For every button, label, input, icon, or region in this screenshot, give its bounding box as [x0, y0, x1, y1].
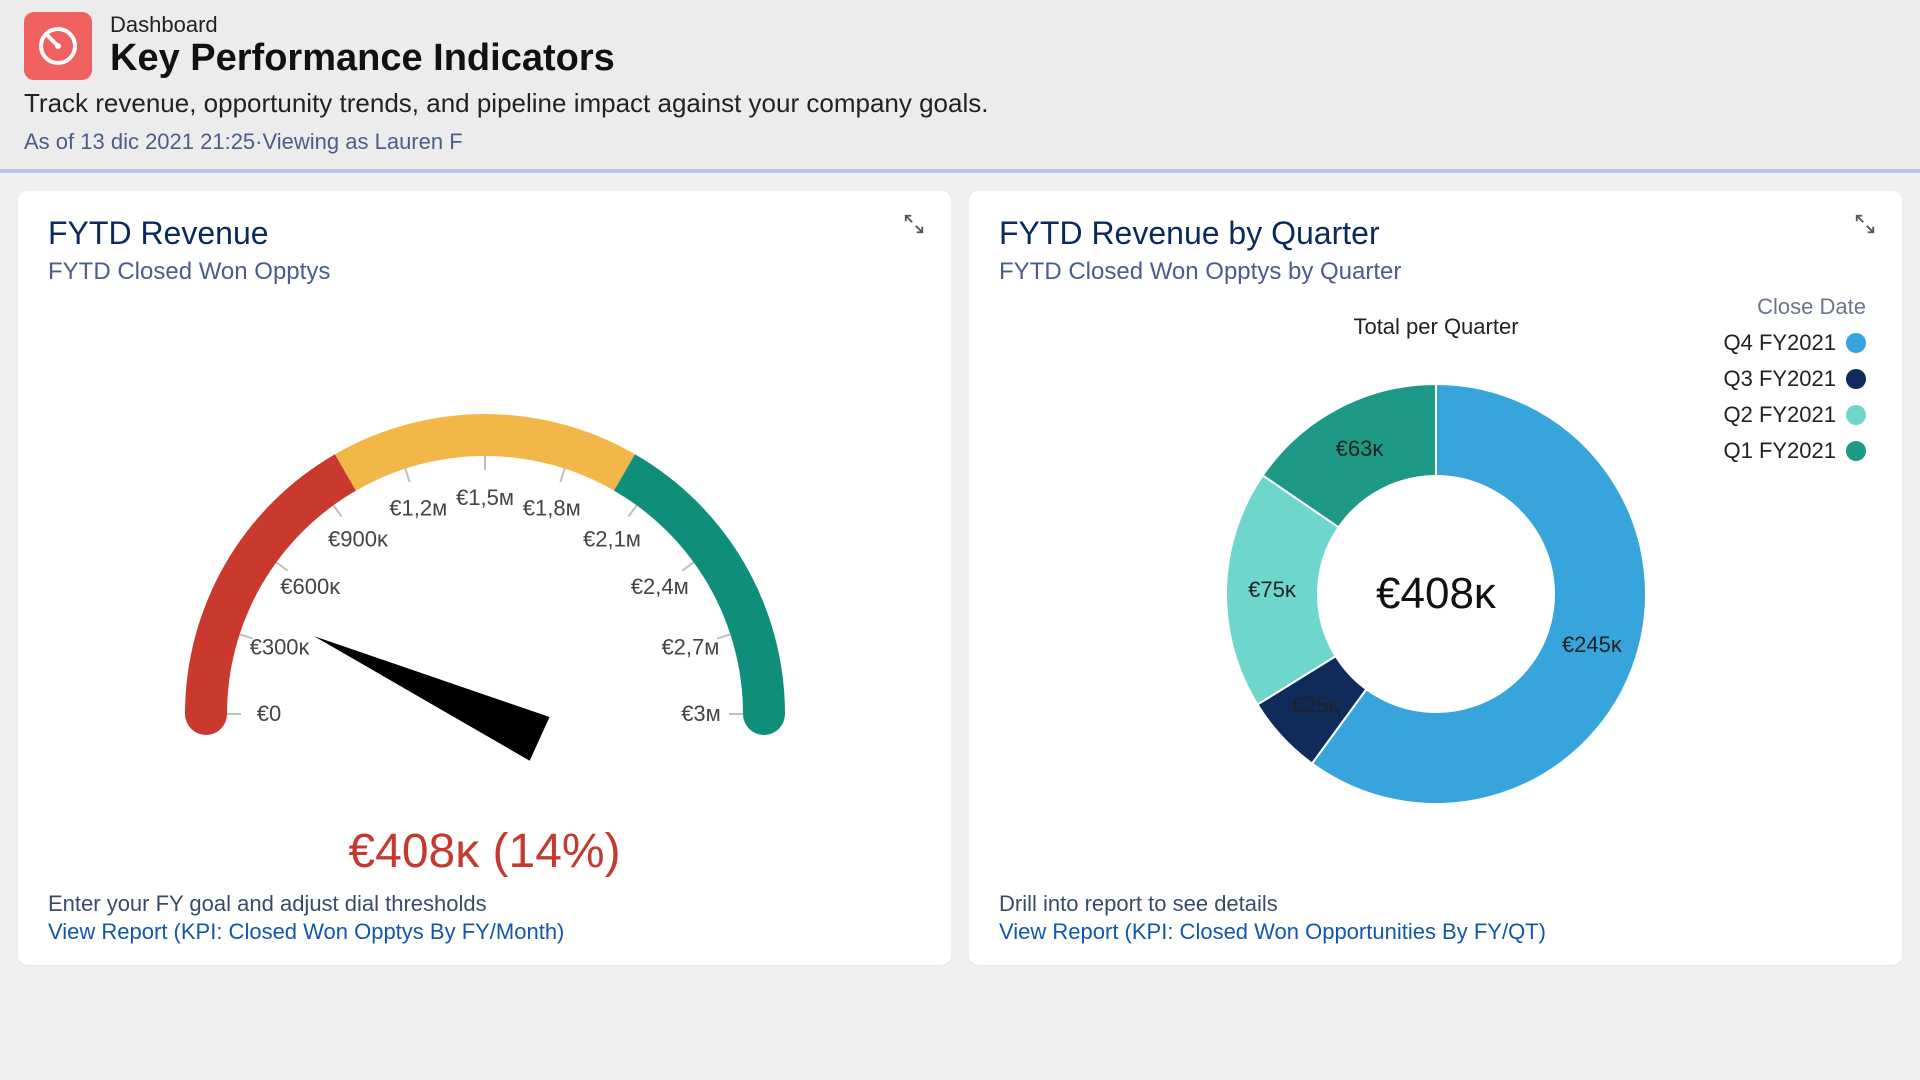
- svg-text:€2,7ᴍ: €2,7ᴍ: [661, 634, 719, 659]
- legend-swatch: [1846, 441, 1866, 461]
- page-description: Track revenue, opportunity trends, and p…: [24, 88, 1896, 119]
- legend-swatch: [1846, 369, 1866, 389]
- legend-item[interactable]: Q2 FY2021: [1723, 402, 1866, 428]
- card-subtitle: FYTD Closed Won Opptys: [48, 258, 921, 286]
- legend-item[interactable]: Q1 FY2021: [1723, 438, 1866, 464]
- card-subtitle: FYTD Closed Won Opptys by Quarter: [999, 258, 1872, 286]
- svg-text:€1,8ᴍ: €1,8ᴍ: [522, 496, 580, 521]
- legend-item[interactable]: Q4 FY2021: [1723, 330, 1866, 356]
- donut-chart-area: Total per Quarter€245ᴋ€25ᴋ€75ᴋ€63ᴋ€408ᴋ …: [999, 294, 1872, 879]
- legend-swatch: [1846, 333, 1866, 353]
- fytd-revenue-quarter-card: FYTD Revenue by Quarter FYTD Closed Won …: [969, 191, 1902, 965]
- svg-text:€75ᴋ: €75ᴋ: [1248, 577, 1297, 602]
- page-title: Key Performance Indicators: [110, 38, 615, 80]
- legend-item[interactable]: Q3 FY2021: [1723, 366, 1866, 392]
- svg-text:€900ᴋ: €900ᴋ: [328, 526, 389, 551]
- gauge-chart: €0 €300ᴋ €600ᴋ €900ᴋ€1,2ᴍ €1,5ᴍ €1,8ᴍ€2,1ᴍ €2,…: [75, 294, 895, 824]
- svg-text:€25ᴋ: €25ᴋ: [1291, 692, 1340, 717]
- card-footer-hint: Drill into report to see details: [999, 891, 1872, 917]
- legend-item-label: Q1 FY2021: [1723, 438, 1836, 464]
- gauge-chart-area: €0 €300ᴋ €600ᴋ €900ᴋ€1,2ᴍ €1,5ᴍ €1,8ᴍ€2,1ᴍ €2,…: [48, 294, 921, 879]
- donut-legend: Close Date Q4 FY2021 Q3 FY2021 Q2 FY2021 Q1…: [1723, 294, 1866, 474]
- card-title: FYTD Revenue by Quarter: [999, 215, 1872, 252]
- svg-text:Total per Quarter: Total per Quarter: [1353, 314, 1518, 339]
- dashboard-header: Dashboard Key Performance Indicators Tra…: [0, 0, 1920, 173]
- expand-icon[interactable]: [1854, 213, 1876, 240]
- svg-text:€600ᴋ: €600ᴋ: [280, 574, 341, 599]
- view-report-link[interactable]: View Report (KPI: Closed Won Opptys By F…: [48, 919, 564, 945]
- svg-text:€2,4ᴍ: €2,4ᴍ: [630, 574, 688, 599]
- legend-item-label: Q2 FY2021: [1723, 402, 1836, 428]
- svg-text:€63ᴋ: €63ᴋ: [1335, 436, 1384, 461]
- card-title: FYTD Revenue: [48, 215, 921, 252]
- dashboard-icon: [24, 12, 92, 80]
- svg-text:€3ᴍ: €3ᴍ: [681, 701, 721, 726]
- svg-text:€1,5ᴍ: €1,5ᴍ: [456, 485, 514, 510]
- svg-text:€245ᴋ: €245ᴋ: [1561, 632, 1622, 657]
- fytd-revenue-card: FYTD Revenue FYTD Closed Won Opptys €0 €3…: [18, 191, 951, 965]
- svg-text:€408ᴋ: €408ᴋ: [1376, 569, 1497, 618]
- card-footer-hint: Enter your FY goal and adjust dial thres…: [48, 891, 921, 917]
- gauge-value-label: €408ᴋ (14%): [348, 824, 620, 879]
- donut-chart: Total per Quarter €245ᴋ €25ᴋ €75ᴋ €63ᴋ €408ᴋ: [1126, 294, 1746, 854]
- svg-text:€1,2ᴍ: €1,2ᴍ: [389, 496, 447, 521]
- legend-item-label: Q4 FY2021: [1723, 330, 1836, 356]
- svg-text:€300ᴋ: €300ᴋ: [249, 634, 310, 659]
- svg-text:€0: €0: [256, 701, 280, 726]
- page-meta: As of 13 dic 2021 21:25·Viewing as Laure…: [24, 129, 1896, 155]
- legend-title: Close Date: [1723, 294, 1866, 320]
- breadcrumb: Dashboard: [110, 12, 615, 38]
- legend-swatch: [1846, 405, 1866, 425]
- legend-item-label: Q3 FY2021: [1723, 366, 1836, 392]
- svg-text:€2,1ᴍ: €2,1ᴍ: [582, 526, 640, 551]
- dashboard-body: FYTD Revenue FYTD Closed Won Opptys €0 €3…: [0, 173, 1920, 983]
- expand-icon[interactable]: [903, 213, 925, 240]
- view-report-link[interactable]: View Report (KPI: Closed Won Opportuniti…: [999, 919, 1546, 945]
